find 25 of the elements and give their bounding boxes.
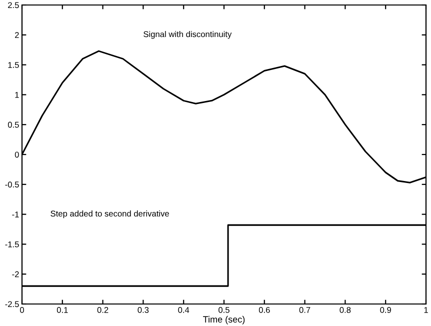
y-tick-label: 0 [14,152,19,158]
y-tick-label: 2.5 [8,2,19,8]
x-tick-label: 0.2 [97,307,108,313]
x-axis-title: Time (sec) [203,316,245,324]
y-tick-label: -1 [12,212,19,218]
y-tick-label: -2 [12,271,19,278]
x-tick-label: 0 [20,307,24,313]
x-tick-label: 0.6 [258,307,270,313]
y-tick-label: -1.5 [5,241,19,248]
annotation: Signal with discontinuity [144,31,232,39]
x-tick-label: 0.7 [299,307,310,313]
annotation: Step added to second derivative [50,210,169,218]
x-tick-label: 0.8 [340,307,351,313]
x-tick-label: 0.9 [380,307,391,313]
x-tick-label: 0.4 [178,307,190,313]
y-tick-label: -2.5 [5,301,19,308]
y-tick-label: 1.5 [8,62,19,68]
y-tick-label: -0.5 [5,182,19,188]
y-tick-label: 0.5 [8,122,19,128]
x-tick-label: 0.5 [218,307,230,313]
x-tick-label: 0.3 [138,307,149,313]
x-tick-label: 0.1 [56,307,68,313]
y-tick-label: 1 [15,92,19,98]
x-tick-label: 1 [424,307,428,313]
y-tick-label: 2 [15,32,19,38]
